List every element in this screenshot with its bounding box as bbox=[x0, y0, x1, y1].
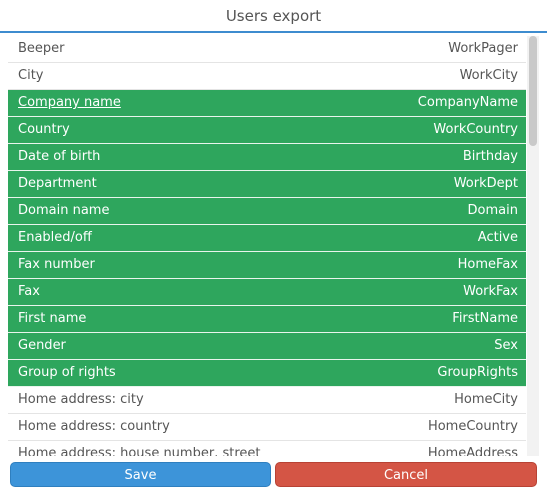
field-key: Sex bbox=[494, 338, 518, 353]
field-label: City bbox=[18, 68, 44, 83]
field-key: WorkCountry bbox=[433, 122, 518, 137]
field-label: Country bbox=[18, 122, 70, 137]
save-button[interactable]: Save bbox=[10, 462, 271, 487]
field-key: WorkDept bbox=[453, 176, 518, 191]
list-item[interactable]: City WorkCity bbox=[8, 63, 526, 90]
list-item[interactable]: Date of birth Birthday bbox=[8, 144, 526, 171]
field-key: FirstName bbox=[452, 311, 518, 326]
field-key: HomeFax bbox=[457, 257, 518, 272]
field-key: GroupRights bbox=[437, 365, 518, 380]
list-item[interactable]: Country WorkCountry bbox=[8, 117, 526, 144]
field-label: Beeper bbox=[18, 41, 65, 56]
list-item[interactable]: Fax number HomeFax bbox=[8, 252, 526, 279]
field-label: Date of birth bbox=[18, 149, 101, 164]
field-label: Gender bbox=[18, 338, 66, 353]
list-item[interactable]: Home address: country HomeCountry bbox=[8, 414, 526, 441]
field-label: Enabled/off bbox=[18, 230, 92, 245]
list-item[interactable]: Enabled/off Active bbox=[8, 225, 526, 252]
list-item[interactable]: First name FirstName bbox=[8, 306, 526, 333]
list-item[interactable]: Group of rights GroupRights bbox=[8, 360, 526, 387]
list-item[interactable]: Gender Sex bbox=[8, 333, 526, 360]
field-key: Birthday bbox=[462, 149, 518, 164]
field-key: WorkPager bbox=[448, 41, 518, 56]
list-item[interactable]: Department WorkDept bbox=[8, 171, 526, 198]
field-key: WorkCity bbox=[459, 68, 518, 83]
field-key: WorkFax bbox=[463, 284, 518, 299]
list-item[interactable]: Company name CompanyName bbox=[8, 90, 526, 117]
field-key: Active bbox=[477, 230, 518, 245]
field-label: First name bbox=[18, 311, 87, 326]
field-label: Fax number bbox=[18, 257, 95, 272]
field-label: Home address: house number, street bbox=[18, 446, 261, 456]
field-list[interactable]: Beeper WorkPager City WorkCity Company name C… bbox=[8, 36, 539, 456]
field-label: Domain name bbox=[18, 203, 110, 218]
list-item[interactable]: Home address: city HomeCity bbox=[8, 387, 526, 414]
field-label: Home address: country bbox=[18, 419, 170, 434]
field-key: HomeCity bbox=[454, 392, 518, 407]
field-label: Company name bbox=[18, 95, 121, 110]
list-item[interactable]: Home address: house number, street HomeAd… bbox=[8, 441, 526, 456]
field-key: HomeAddress bbox=[427, 446, 518, 456]
title-divider bbox=[0, 31, 547, 33]
list-item[interactable]: Fax WorkFax bbox=[8, 279, 526, 306]
field-label: Fax bbox=[18, 284, 40, 299]
field-label: Home address: city bbox=[18, 392, 144, 407]
field-label: Department bbox=[18, 176, 97, 191]
field-key: Domain bbox=[467, 203, 518, 218]
cancel-button[interactable]: Cancel bbox=[275, 462, 537, 487]
field-label: Group of rights bbox=[18, 365, 116, 380]
field-list-content: Beeper WorkPager City WorkCity Company name C… bbox=[8, 36, 526, 456]
list-item[interactable]: Beeper WorkPager bbox=[8, 36, 526, 63]
list-item[interactable]: Domain name Domain bbox=[8, 198, 526, 225]
field-key: CompanyName bbox=[417, 95, 518, 110]
dialog-title: Users export bbox=[0, 0, 547, 33]
scrollbar[interactable] bbox=[527, 36, 539, 456]
field-key: HomeCountry bbox=[427, 419, 518, 434]
scrollbar-thumb[interactable] bbox=[529, 36, 537, 146]
